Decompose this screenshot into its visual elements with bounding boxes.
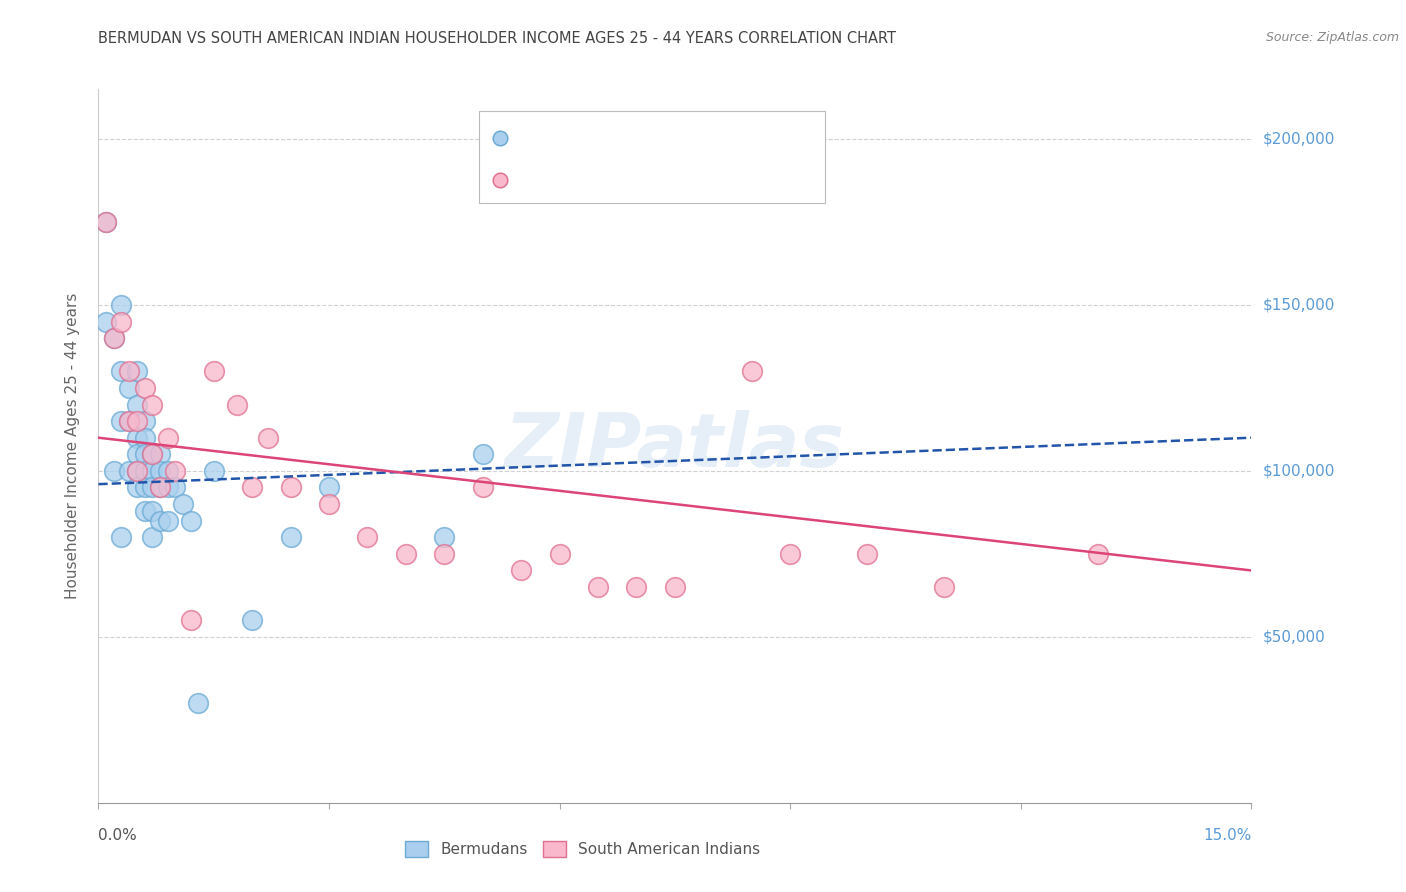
Point — [141, 504, 163, 518]
Point — [318, 481, 340, 495]
Text: $100,000: $100,000 — [1263, 463, 1334, 478]
Point — [165, 481, 187, 495]
Point — [110, 530, 132, 544]
Point — [125, 397, 148, 411]
Point — [395, 547, 418, 561]
Point — [141, 447, 163, 461]
Point — [110, 364, 132, 378]
Point — [932, 580, 955, 594]
Point — [125, 481, 148, 495]
Text: BERMUDAN VS SOUTH AMERICAN INDIAN HOUSEHOLDER INCOME AGES 25 - 44 YEARS CORRELAT: BERMUDAN VS SOUTH AMERICAN INDIAN HOUSEH… — [98, 31, 897, 46]
Point — [103, 331, 125, 345]
Text: $150,000: $150,000 — [1263, 297, 1334, 312]
Point — [256, 431, 278, 445]
Point — [125, 464, 148, 478]
Y-axis label: Householder Income Ages 25 - 44 years: Householder Income Ages 25 - 44 years — [65, 293, 80, 599]
Text: 0.0%: 0.0% — [98, 828, 138, 843]
Point — [110, 298, 132, 312]
Legend: Bermudans, South American Indians: Bermudans, South American Indians — [399, 835, 766, 863]
Point — [141, 481, 163, 495]
Point — [779, 547, 801, 561]
Point — [202, 464, 225, 478]
Point — [103, 331, 125, 345]
Point — [125, 431, 148, 445]
Point — [318, 497, 340, 511]
Point — [471, 481, 494, 495]
Point — [280, 481, 302, 495]
Point — [156, 481, 179, 495]
Text: ZIPatlas: ZIPatlas — [505, 409, 845, 483]
Point — [1087, 547, 1109, 561]
Point — [664, 580, 686, 594]
Point — [110, 414, 132, 428]
Point — [149, 481, 172, 495]
Point — [134, 481, 156, 495]
Point — [280, 530, 302, 544]
Point — [141, 530, 163, 544]
Point — [240, 613, 263, 627]
Point — [134, 431, 156, 445]
Point — [510, 564, 533, 578]
Point — [118, 381, 141, 395]
Point — [149, 464, 172, 478]
Point — [356, 530, 378, 544]
Point — [156, 464, 179, 478]
Point — [125, 447, 148, 461]
Point — [240, 481, 263, 495]
Point — [433, 547, 456, 561]
Point — [141, 447, 163, 461]
Point — [165, 464, 187, 478]
Point — [741, 364, 763, 378]
Point — [125, 364, 148, 378]
Point — [94, 215, 117, 229]
Point — [103, 464, 125, 478]
Text: $200,000: $200,000 — [1263, 131, 1334, 146]
Point — [471, 447, 494, 461]
Point — [141, 464, 163, 478]
Point — [149, 481, 172, 495]
Point — [134, 381, 156, 395]
Point — [110, 314, 132, 328]
Point — [202, 364, 225, 378]
Text: 15.0%: 15.0% — [1204, 828, 1251, 843]
Point — [172, 497, 194, 511]
Text: $50,000: $50,000 — [1263, 630, 1326, 644]
Point — [134, 464, 156, 478]
Point — [125, 464, 148, 478]
Point — [118, 414, 141, 428]
Point — [156, 514, 179, 528]
Point — [626, 580, 648, 594]
Point — [149, 447, 172, 461]
Point — [548, 547, 571, 561]
Point — [118, 364, 141, 378]
Point — [156, 431, 179, 445]
Point — [118, 464, 141, 478]
Point — [94, 314, 117, 328]
Point — [94, 215, 117, 229]
Point — [433, 530, 456, 544]
Point — [134, 447, 156, 461]
Point — [856, 547, 879, 561]
Point — [118, 414, 141, 428]
Point — [225, 397, 247, 411]
Text: Source: ZipAtlas.com: Source: ZipAtlas.com — [1265, 31, 1399, 45]
Point — [149, 514, 172, 528]
Point — [134, 414, 156, 428]
Point — [125, 414, 148, 428]
Point — [187, 696, 209, 710]
Point — [180, 514, 202, 528]
Point — [180, 613, 202, 627]
Point — [141, 397, 163, 411]
Point — [586, 580, 609, 594]
Point — [134, 504, 156, 518]
